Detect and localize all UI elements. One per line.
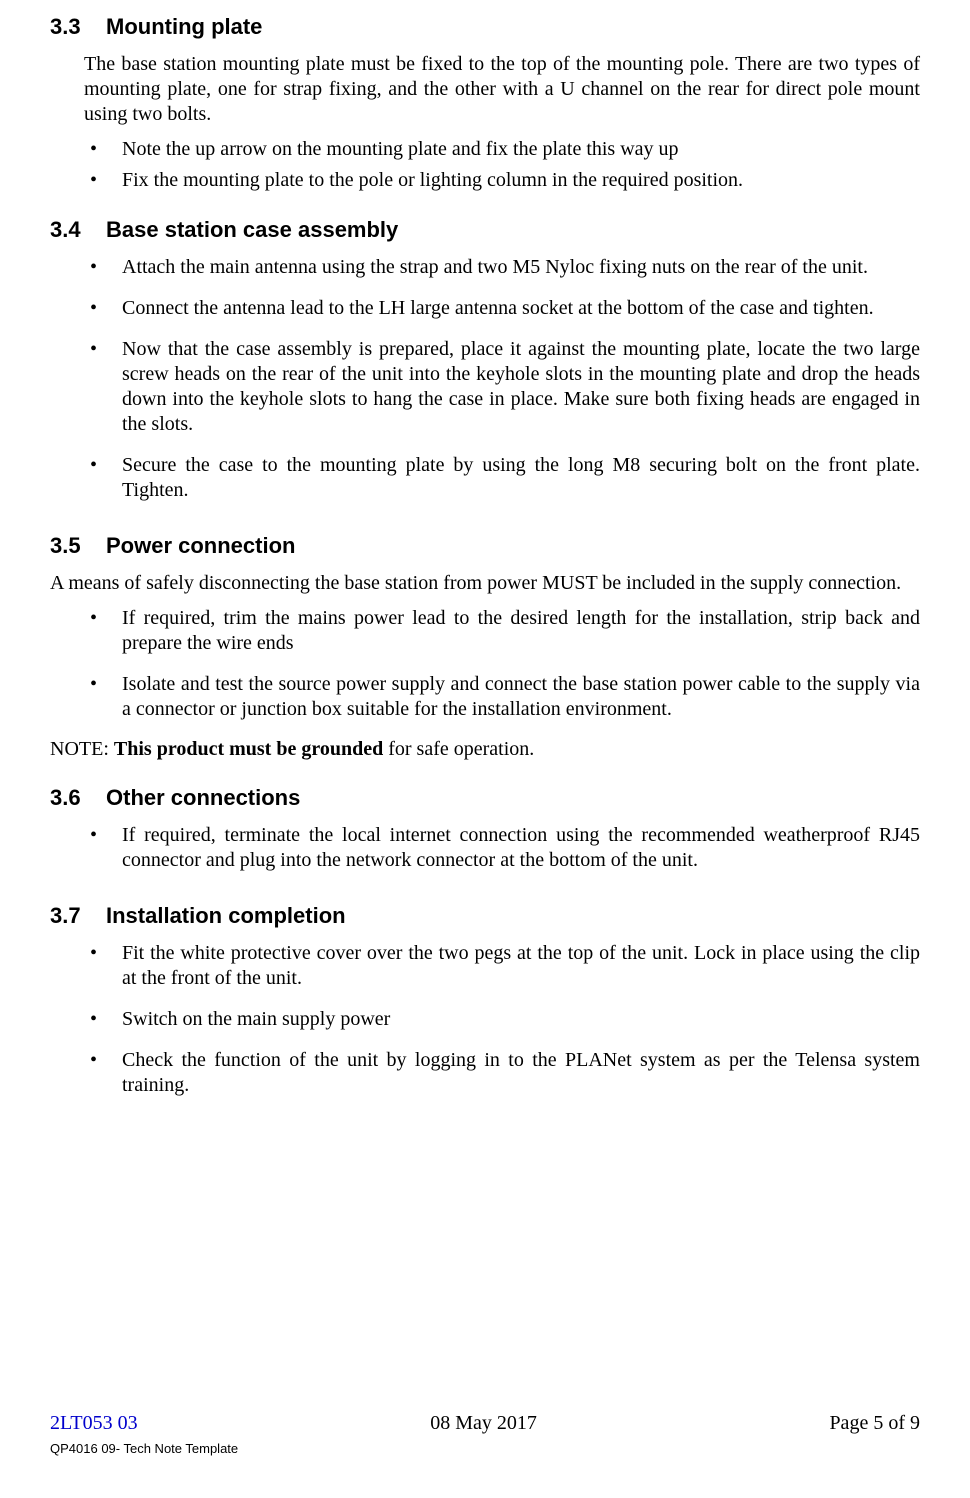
bullet-item: Secure the case to the mounting plate by…	[50, 453, 920, 503]
section-number: 3.4	[50, 217, 106, 243]
bullet-list: Note the up arrow on the mounting plate …	[50, 137, 920, 193]
footer-row: 2LT053 03 08 May 2017 Page 5 of 9	[50, 1412, 920, 1435]
bullet-item: If required, trim the mains power lead t…	[50, 606, 920, 656]
section-heading-3-4: 3.4Base station case assembly	[50, 203, 920, 251]
page: 3.3Mounting plate The base station mount…	[0, 0, 970, 1498]
section-heading-3-3: 3.3Mounting plate	[50, 0, 920, 48]
footer-date: 08 May 2017	[430, 1412, 537, 1435]
section-heading-3-7: 3.7Installation completion	[50, 889, 920, 937]
bullet-item: Switch on the main supply power	[50, 1007, 920, 1032]
content: 3.3Mounting plate The base station mount…	[50, 0, 920, 1098]
section-number: 3.6	[50, 785, 106, 811]
footer-template-ref: QP4016 09- Tech Note Template	[50, 1441, 920, 1456]
section-title: Installation completion	[106, 903, 346, 928]
bullet-item: Fix the mounting plate to the pole or li…	[50, 168, 920, 193]
bullet-item: Check the function of the unit by loggin…	[50, 1048, 920, 1098]
note-line: NOTE: This product must be grounded for …	[50, 738, 920, 761]
bullet-item: Fit the white protective cover over the …	[50, 941, 920, 991]
note-suffix: for safe operation.	[383, 738, 534, 760]
bullet-list: If required, terminate the local interne…	[50, 823, 920, 873]
bullet-item: Attach the main antenna using the strap …	[50, 255, 920, 280]
section-number: 3.3	[50, 14, 106, 40]
section-number: 3.5	[50, 533, 106, 559]
section-title: Mounting plate	[106, 14, 262, 39]
section-title: Power connection	[106, 533, 295, 558]
paragraph: A means of safely disconnecting the base…	[50, 571, 920, 596]
bullet-list: If required, trim the mains power lead t…	[50, 606, 920, 722]
section-title: Other connections	[106, 785, 300, 810]
bullet-item: Now that the case assembly is prepared, …	[50, 337, 920, 437]
bullet-list: Attach the main antenna using the strap …	[50, 255, 920, 503]
paragraph: The base station mounting plate must be …	[84, 52, 920, 127]
bullet-item: Note the up arrow on the mounting plate …	[50, 137, 920, 162]
footer-page-number: Page 5 of 9	[829, 1412, 920, 1435]
section-heading-3-6: 3.6Other connections	[50, 771, 920, 819]
footer-doc-id: 2LT053 03	[50, 1412, 138, 1435]
bullet-list: Fit the white protective cover over the …	[50, 941, 920, 1098]
section-heading-3-5: 3.5Power connection	[50, 519, 920, 567]
bullet-item: If required, terminate the local interne…	[50, 823, 920, 873]
bullet-item: Isolate and test the source power supply…	[50, 672, 920, 722]
bullet-item: Connect the antenna lead to the LH large…	[50, 296, 920, 321]
note-bold: This product must be grounded	[114, 738, 383, 760]
section-number: 3.7	[50, 903, 106, 929]
note-label: NOTE:	[50, 738, 114, 760]
page-footer: 2LT053 03 08 May 2017 Page 5 of 9 QP4016…	[50, 1412, 920, 1456]
section-title: Base station case assembly	[106, 217, 398, 242]
